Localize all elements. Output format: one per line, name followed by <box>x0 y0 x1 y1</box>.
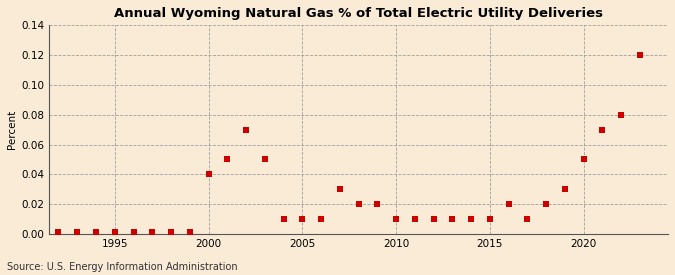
Point <box>428 217 439 221</box>
Point <box>259 157 270 162</box>
Point <box>203 172 214 177</box>
Point <box>410 217 421 221</box>
Point <box>316 217 327 221</box>
Point <box>278 217 289 221</box>
Point <box>222 157 233 162</box>
Y-axis label: Percent: Percent <box>7 110 17 149</box>
Point <box>372 202 383 206</box>
Point <box>353 202 364 206</box>
Point <box>72 230 82 235</box>
Point <box>90 230 101 235</box>
Text: Source: U.S. Energy Information Administration: Source: U.S. Energy Information Administ… <box>7 262 238 272</box>
Point <box>597 127 608 132</box>
Point <box>53 230 64 235</box>
Point <box>184 230 195 235</box>
Point <box>128 230 139 235</box>
Point <box>109 230 120 235</box>
Point <box>504 202 514 206</box>
Point <box>578 157 589 162</box>
Point <box>297 217 308 221</box>
Point <box>560 187 570 191</box>
Point <box>391 217 402 221</box>
Point <box>147 230 158 235</box>
Point <box>334 187 345 191</box>
Point <box>466 217 477 221</box>
Point <box>165 230 176 235</box>
Point <box>634 53 645 57</box>
Point <box>241 127 252 132</box>
Point <box>541 202 551 206</box>
Point <box>616 112 626 117</box>
Point <box>485 217 495 221</box>
Point <box>522 217 533 221</box>
Point <box>447 217 458 221</box>
Title: Annual Wyoming Natural Gas % of Total Electric Utility Deliveries: Annual Wyoming Natural Gas % of Total El… <box>114 7 603 20</box>
